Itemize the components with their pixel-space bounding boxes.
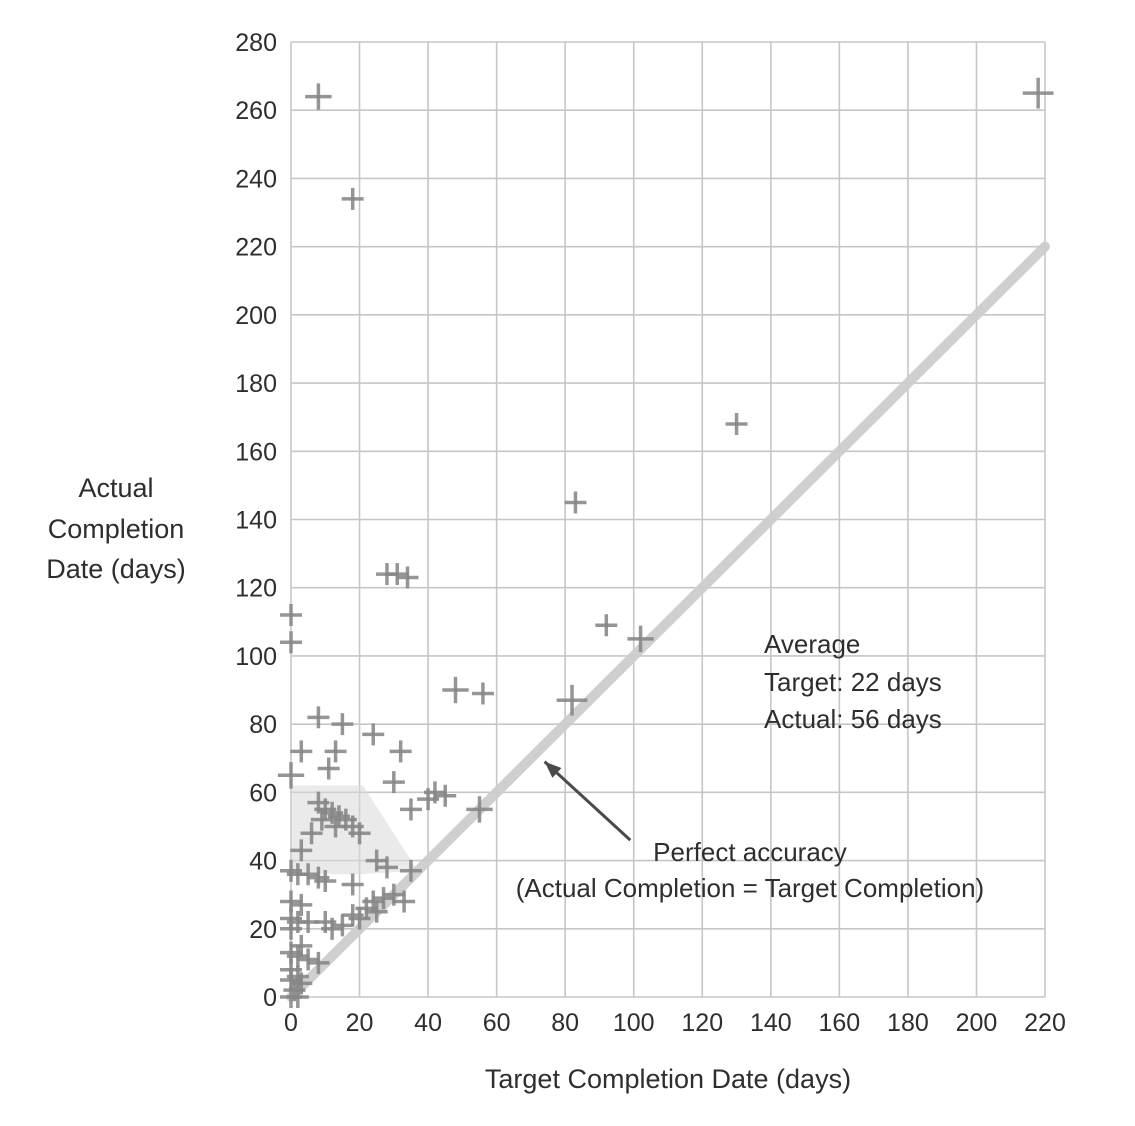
y-tick-label: 40 xyxy=(249,848,277,876)
y-tick-label: 100 xyxy=(235,643,277,671)
perfect-accuracy-annotation: Perfect accuracy (Actual Completion = Ta… xyxy=(440,834,1060,907)
annotation-arrowhead xyxy=(544,761,562,778)
y-tick-label: 20 xyxy=(249,916,277,944)
x-tick-label: 160 xyxy=(819,1009,861,1037)
x-tick-label: 20 xyxy=(346,1009,374,1037)
x-tick-label: 220 xyxy=(1024,1009,1066,1037)
y-tick-label: 180 xyxy=(235,370,277,398)
x-tick-label: 80 xyxy=(551,1009,579,1037)
y-tick-label: 120 xyxy=(235,575,277,603)
y-tick-label: 0 xyxy=(263,984,277,1012)
average-annotation: Average Target: 22 days Actual: 56 days xyxy=(764,626,942,739)
y-axis-title: Actual Completion Date (days) xyxy=(46,473,186,584)
y-tick-label: 240 xyxy=(235,165,277,193)
x-tick-label: 60 xyxy=(483,1009,511,1037)
perfect-accuracy-line2: (Actual Completion = Target Completion) xyxy=(515,873,985,904)
y-tick-label: 260 xyxy=(235,97,277,125)
x-axis-title: Target Completion Date (days) xyxy=(484,1064,852,1094)
x-tick-label: 180 xyxy=(887,1009,929,1037)
y-tick-label: 220 xyxy=(235,234,277,262)
annotation-arrow xyxy=(543,760,632,842)
y-tick-label: 200 xyxy=(235,302,277,330)
y-tick-label: 160 xyxy=(235,438,277,466)
perfect-accuracy-line1: Perfect accuracy xyxy=(653,837,847,867)
x-tick-label: 140 xyxy=(750,1009,792,1037)
x-tick-label: 40 xyxy=(414,1009,442,1037)
average-annotation-line3: Actual: 56 days xyxy=(764,704,942,735)
x-tick-label: 100 xyxy=(613,1009,655,1037)
average-annotation-line1: Average xyxy=(764,629,861,659)
y-tick-label: 80 xyxy=(249,711,277,739)
data-points xyxy=(277,77,1054,1008)
y-tick-label: 140 xyxy=(235,507,277,535)
y-tick-label: 280 xyxy=(235,29,277,57)
average-annotation-line2: Target: 22 days xyxy=(764,666,942,697)
y-tick-label: 60 xyxy=(249,779,277,807)
x-tick-label: 0 xyxy=(284,1009,298,1037)
x-tick-label: 200 xyxy=(956,1009,998,1037)
x-tick-label: 120 xyxy=(681,1009,723,1037)
